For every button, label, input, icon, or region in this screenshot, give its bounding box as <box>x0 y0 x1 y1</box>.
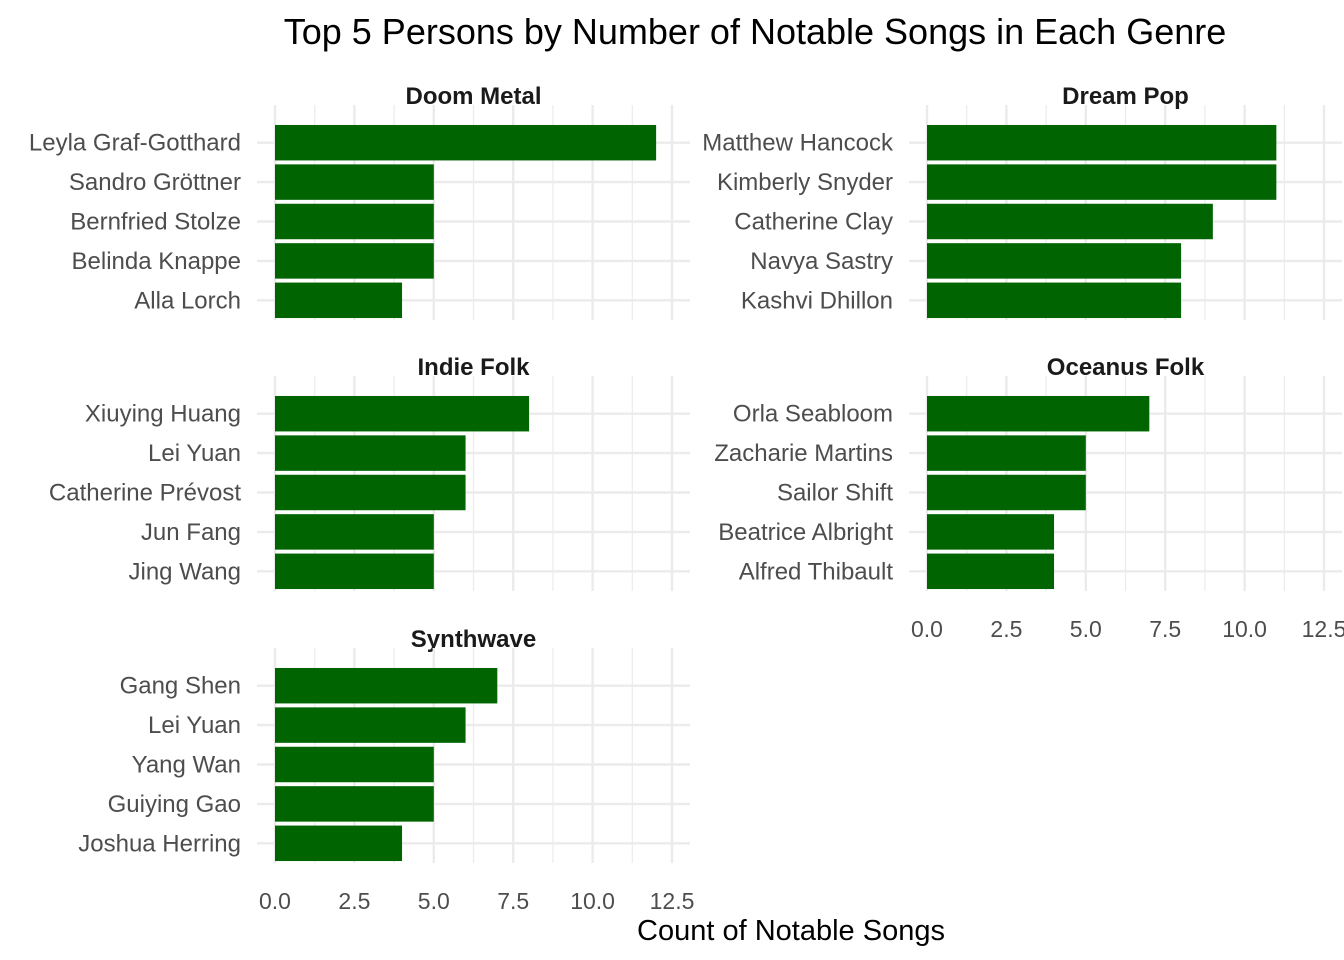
chart-title: Top 5 Persons by Number of Notable Songs… <box>284 11 1227 52</box>
category-label: Matthew Hancock <box>702 130 894 157</box>
bar <box>927 435 1086 471</box>
category-label: Lei Yuan <box>148 712 241 739</box>
category-label: Yang Wan <box>132 752 241 779</box>
bar <box>275 553 434 590</box>
bar <box>927 514 1055 550</box>
category-label: Leyla Graf-Gotthard <box>29 130 241 157</box>
category-label: Navya Sastry <box>750 248 893 275</box>
x-tick-label: 5.0 <box>418 888 450 914</box>
bar <box>275 395 530 432</box>
bar <box>927 395 1150 432</box>
category-label: Xiuying Huang <box>85 401 241 428</box>
category-label: Sandro Gröttner <box>69 169 241 196</box>
category-label: Alla Lorch <box>134 287 241 314</box>
bar <box>275 746 434 783</box>
x-tick-label: 10.0 <box>1222 616 1267 642</box>
category-label: Catherine Clay <box>734 209 893 236</box>
category-label: Alfred Thibault <box>739 558 894 585</box>
x-tick-label: 7.5 <box>1149 616 1181 642</box>
bar <box>927 203 1213 240</box>
category-label: Bernfried Stolze <box>70 209 241 236</box>
bar <box>927 124 1277 161</box>
bar <box>275 786 434 822</box>
category-label: Sailor Shift <box>777 480 893 507</box>
category-label: Gang Shen <box>120 673 241 700</box>
x-tick-label: 10.0 <box>570 888 615 914</box>
category-label: Belinda Knappe <box>72 248 241 275</box>
bar <box>275 124 657 161</box>
x-tick-label: 5.0 <box>1070 616 1102 642</box>
category-label: Catherine Prévost <box>49 480 241 507</box>
x-tick-label: 2.5 <box>990 616 1022 642</box>
bar <box>275 514 434 550</box>
x-tick-label: 7.5 <box>497 888 529 914</box>
x-axis-title: Count of Notable Songs <box>637 915 945 947</box>
bar <box>927 553 1055 590</box>
category-label: Jing Wang <box>129 558 242 585</box>
category-label: Kashvi Dhillon <box>741 287 893 314</box>
x-tick-label: 12.5 <box>1302 616 1344 642</box>
bar <box>927 282 1182 319</box>
bar <box>275 282 403 319</box>
x-tick-label: 2.5 <box>338 888 370 914</box>
category-label: Kimberly Snyder <box>717 169 893 196</box>
bar <box>927 474 1086 511</box>
x-tick-label: 12.5 <box>650 888 695 914</box>
x-tick-label: 0.0 <box>259 888 291 914</box>
bar <box>275 164 434 200</box>
bar <box>275 825 403 862</box>
category-label: Zacharie Martins <box>714 440 893 467</box>
category-label: Guiying Gao <box>108 791 241 818</box>
category-label: Orla Seabloom <box>733 401 893 428</box>
category-label: Lei Yuan <box>148 440 241 467</box>
category-label: Jun Fang <box>141 519 241 546</box>
bar <box>275 435 466 471</box>
x-tick-label: 0.0 <box>911 616 943 642</box>
bar <box>275 667 498 704</box>
bar <box>275 707 466 743</box>
category-label: Joshua Herring <box>78 830 241 857</box>
bar <box>275 243 434 279</box>
bar <box>275 203 434 240</box>
bar <box>275 474 466 511</box>
bar <box>927 164 1277 200</box>
bar <box>927 243 1182 279</box>
category-label: Beatrice Albright <box>718 519 893 546</box>
